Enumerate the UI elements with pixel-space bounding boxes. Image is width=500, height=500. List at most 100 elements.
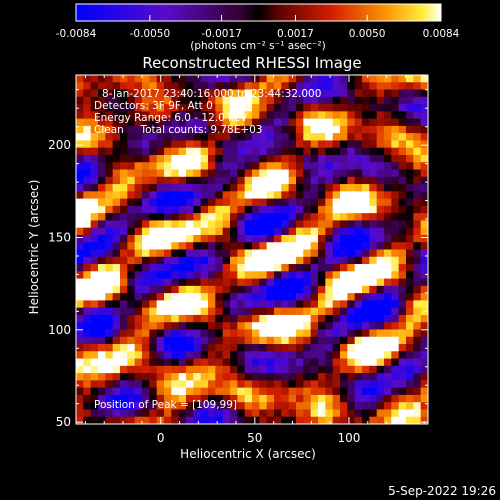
heatmap-cell [332, 409, 341, 418]
heatmap-cell [215, 344, 224, 352]
heatmap-cell [354, 125, 363, 134]
heatmap-cell [369, 111, 378, 120]
heatmap-cell [171, 314, 180, 323]
heatmap-cell [406, 329, 414, 338]
heatmap-cell [310, 234, 319, 243]
heatmap-cell [288, 213, 297, 222]
heatmap-cell [76, 373, 84, 381]
heatmap-cell [325, 409, 334, 418]
heatmap-cell [222, 96, 231, 105]
heatmap-cell [369, 213, 378, 222]
heatmap-cell [296, 169, 304, 178]
heatmap-cell [222, 365, 231, 374]
heatmap-cell [398, 205, 407, 214]
heatmap-cell [406, 285, 414, 294]
heatmap-cell [149, 336, 158, 345]
heatmap-cell [134, 394, 143, 403]
heatmap-cell [127, 125, 136, 134]
heatmap-cell [413, 329, 422, 338]
heatmap-cell [244, 300, 253, 309]
heatmap-cell [406, 264, 414, 272]
heatmap-cell [76, 111, 84, 120]
heatmap-cell [318, 125, 326, 134]
heatmap-cell [332, 380, 341, 389]
heatmap-cell [244, 416, 253, 424]
x-tick-labels: 0 50 100 [157, 431, 361, 445]
heatmap-cell [164, 380, 172, 389]
heatmap-cell [384, 394, 392, 403]
heatmap-cell [215, 234, 224, 243]
heatmap-cell [420, 198, 428, 207]
heatmap-cell [156, 344, 165, 352]
heatmap-cell [369, 336, 378, 345]
heatmap-cell [303, 285, 312, 294]
heatmap-cell [90, 133, 99, 142]
heatmap-cell [76, 140, 84, 149]
heatmap-cell [296, 125, 304, 134]
heatmap-cell [384, 416, 392, 424]
heatmap-cell [83, 111, 92, 120]
heatmap-cell [142, 154, 150, 163]
heatmap-cell [303, 373, 312, 381]
heatmap-cell [230, 147, 238, 156]
heatmap-cell [156, 307, 165, 316]
heatmap-cell [193, 125, 202, 134]
heatmap-cell [200, 256, 209, 265]
heatmap-cell [90, 394, 99, 403]
heatmap-cell [105, 89, 114, 98]
heatmap-cell [142, 213, 150, 222]
heatmap-cell [318, 329, 326, 338]
heatmap-cell [105, 358, 114, 367]
heatmap-cell [369, 75, 378, 83]
heatmap-cell [120, 140, 128, 149]
heatmap-cell [303, 300, 312, 309]
heatmap-cell [325, 285, 334, 294]
heatmap-cell [178, 402, 187, 411]
heatmap-cell [354, 220, 363, 229]
heatmap-cell [252, 89, 260, 98]
heatmap-cell [200, 322, 209, 331]
heatmap-cell [134, 111, 143, 120]
heatmap-cell [134, 409, 143, 418]
heatmap-cell [259, 184, 268, 192]
heatmap-cell [156, 394, 165, 403]
heatmap-cell [420, 271, 428, 280]
heatmap-cell [237, 285, 246, 294]
heatmap-cell [310, 358, 319, 367]
heatmap-cell [90, 242, 99, 251]
heatmap-cell [83, 365, 92, 374]
heatmap-cell [171, 234, 180, 243]
heatmap-cell [164, 271, 172, 280]
heatmap-cell [171, 387, 180, 396]
x-tick-label: 0 [157, 431, 165, 445]
heatmap-cell [142, 169, 150, 178]
heatmap-cell [237, 329, 246, 338]
heatmap-cell [384, 358, 392, 367]
heatmap-cell [384, 373, 392, 381]
heatmap-cell [208, 307, 216, 316]
heatmap-cell [222, 293, 231, 301]
heatmap-cell [127, 227, 136, 236]
heatmap-cell [120, 387, 128, 396]
heatmap-cell [244, 249, 253, 258]
heatmap-cell [413, 278, 422, 287]
heatmap-cell [98, 242, 106, 251]
heatmap-cell [193, 264, 202, 272]
heatmap-cell [369, 264, 378, 272]
heatmap-cell [303, 271, 312, 280]
heatmap-cell [112, 358, 121, 367]
heatmap-cell [90, 329, 99, 338]
heatmap-cell [127, 198, 136, 207]
heatmap-cell [252, 285, 260, 294]
heatmap-cell [325, 169, 334, 178]
heatmap-cell [244, 373, 253, 381]
heatmap-cell [200, 344, 209, 352]
heatmap-cell [354, 75, 363, 83]
heatmap-cell [120, 365, 128, 374]
heatmap-cell [215, 191, 224, 200]
heatmap-cell [420, 184, 428, 192]
heatmap-cell [98, 344, 106, 352]
heatmap-cell [120, 329, 128, 338]
heatmap-cell [332, 314, 341, 323]
heatmap-cell [332, 184, 341, 192]
